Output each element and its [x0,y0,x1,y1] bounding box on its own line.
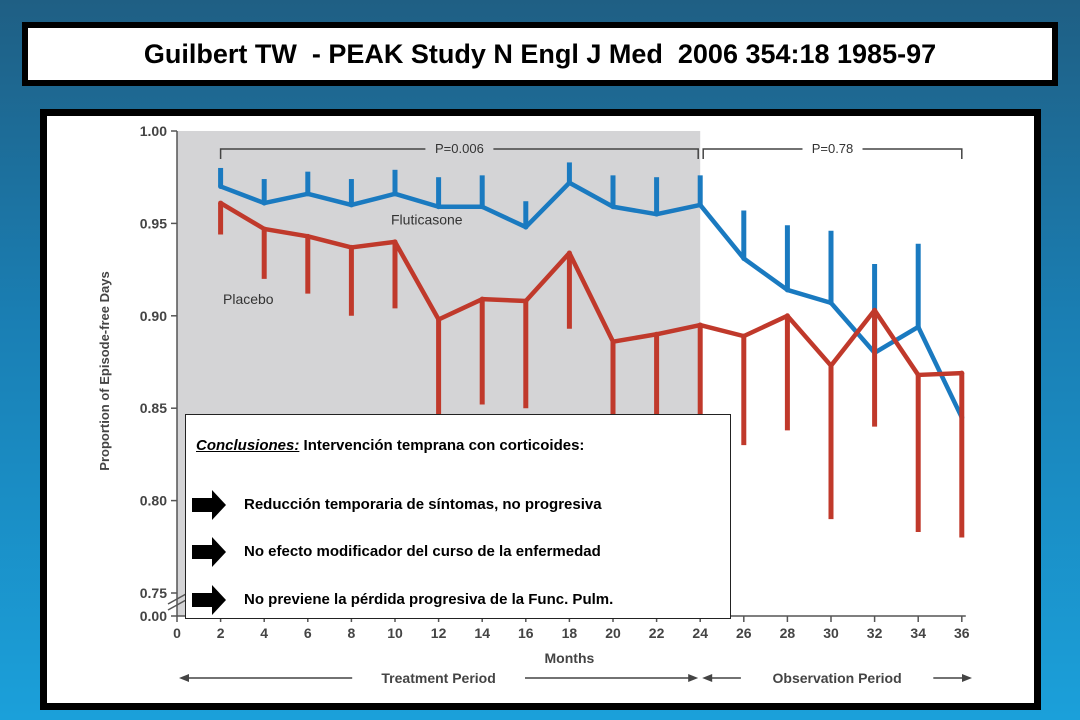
data-point [784,287,790,293]
x-tick-label: 26 [736,625,752,641]
x-tick-label: 28 [780,625,796,641]
data-point [348,202,354,208]
title-panel: Guilbert TW - PEAK Study N Engl J Med 20… [28,28,1052,80]
arrow-right-icon [192,585,226,615]
x-tick-label: 6 [304,625,312,641]
x-tick-label: 36 [954,625,970,641]
x-tick-label: 8 [348,625,356,641]
p-observation-label-bg [802,138,863,156]
y-tick-label: 0.80 [140,493,167,509]
data-point [915,372,921,378]
series-label-placebo: Placebo [223,291,274,307]
conclusions-label: Conclusiones: [196,437,300,454]
data-point [436,204,442,210]
x-tick-label: 0 [173,625,181,641]
conclusion-text: No previene la pérdida progresiva de la … [244,591,614,608]
data-point [392,191,398,197]
data-point [828,363,834,369]
slide-title: Guilbert TW - PEAK Study N Engl J Med 20… [143,38,937,69]
x-tick-label: 24 [692,625,708,641]
data-point [523,224,529,230]
data-point [741,333,747,339]
observation-period-arrowhead [962,674,972,682]
y-tick-label: 1.00 [140,123,167,139]
x-tick-label: 30 [823,625,839,641]
conclusion-text: Reducción temporaria de síntomas, no pro… [244,496,602,513]
conclusions-lead: Intervención temprana con corticoides: [299,437,585,454]
y-tick-label: 0.75 [140,585,167,601]
data-point [261,200,267,206]
y-tick-label: 0.95 [140,215,167,231]
x-tick-label: 2 [217,625,225,641]
data-point [261,226,267,232]
y-tick-label: 0.00 [140,608,167,624]
x-tick-label: 10 [387,625,403,641]
treatment-period-arrowhead [688,674,699,682]
data-point [610,339,616,345]
x-tick-label: 20 [605,625,621,641]
x-tick-label: 22 [649,625,665,641]
data-point [479,204,485,210]
data-point [654,331,660,337]
x-tick-label: 18 [562,625,578,641]
axis-break-mark [167,599,187,611]
p-treatment-label: P=0.006 [435,141,484,156]
arrow-right-icon [192,537,226,567]
series-line [219,201,962,378]
observation-period-arrowhead [702,674,713,682]
data-point [392,239,398,245]
y-tick-label: 0.90 [140,308,167,324]
y-tick-label: 0.85 [140,400,167,416]
x-tick-label: 4 [260,625,268,641]
chart-frame: 1.00 0.95 0.90 0.85 0.80 0.75 0.00 0 2 4 6 8 10 12 14 1… [40,109,1041,710]
title-banner: Guilbert TW - PEAK Study N Engl J Med 20… [22,22,1058,86]
treatment-period-label: Treatment Period [381,670,495,686]
conclusion-item: No previene la pérdida progresiva de la … [192,585,728,615]
data-point [959,370,965,376]
conclusions-heading: Conclusiones: Intervención temprana con … [196,437,584,454]
data-point [218,183,224,189]
p-treatment-label-bg [425,138,494,156]
p-observation-label: P=0.78 [812,141,854,156]
data-point [915,324,921,330]
conclusions-box: Conclusiones: Intervención temprana con … [185,414,731,619]
data-point [523,298,529,304]
x-tick-label: 32 [867,625,883,641]
data-point [348,244,354,250]
conclusion-item: Reducción temporaria de síntomas, no pro… [192,490,728,520]
x-tick-label: 34 [910,625,926,641]
series-line [219,180,964,419]
data-point [479,296,485,302]
data-point [828,300,834,306]
arrow-right-icon [192,490,226,520]
data-point [305,191,311,197]
data-point [784,313,790,319]
data-point [218,200,224,206]
data-point [654,211,660,217]
data-point [872,307,878,313]
series-label-fluticasone: Fluticasone [391,212,463,228]
data-point [436,316,442,322]
x-tick-label: 14 [474,625,490,641]
axis-break-mark [167,593,187,605]
x-axis-title: Months [545,650,595,666]
observation-period-label: Observation Period [773,670,902,686]
data-point [566,180,572,186]
data-point [741,256,747,262]
x-tick-label: 12 [431,625,447,641]
x-tick-label: 16 [518,625,534,641]
data-point [305,233,311,239]
data-point [697,202,703,208]
treatment-period-arrowhead [179,674,189,682]
data-point [566,250,572,256]
conclusion-item: No efecto modificador del curso de la en… [192,537,728,567]
data-point [697,322,703,328]
conclusion-text: No efecto modificador del curso de la en… [244,543,601,560]
data-point [610,204,616,210]
y-axis-title: Proportion of Episode-free Days [97,271,112,470]
